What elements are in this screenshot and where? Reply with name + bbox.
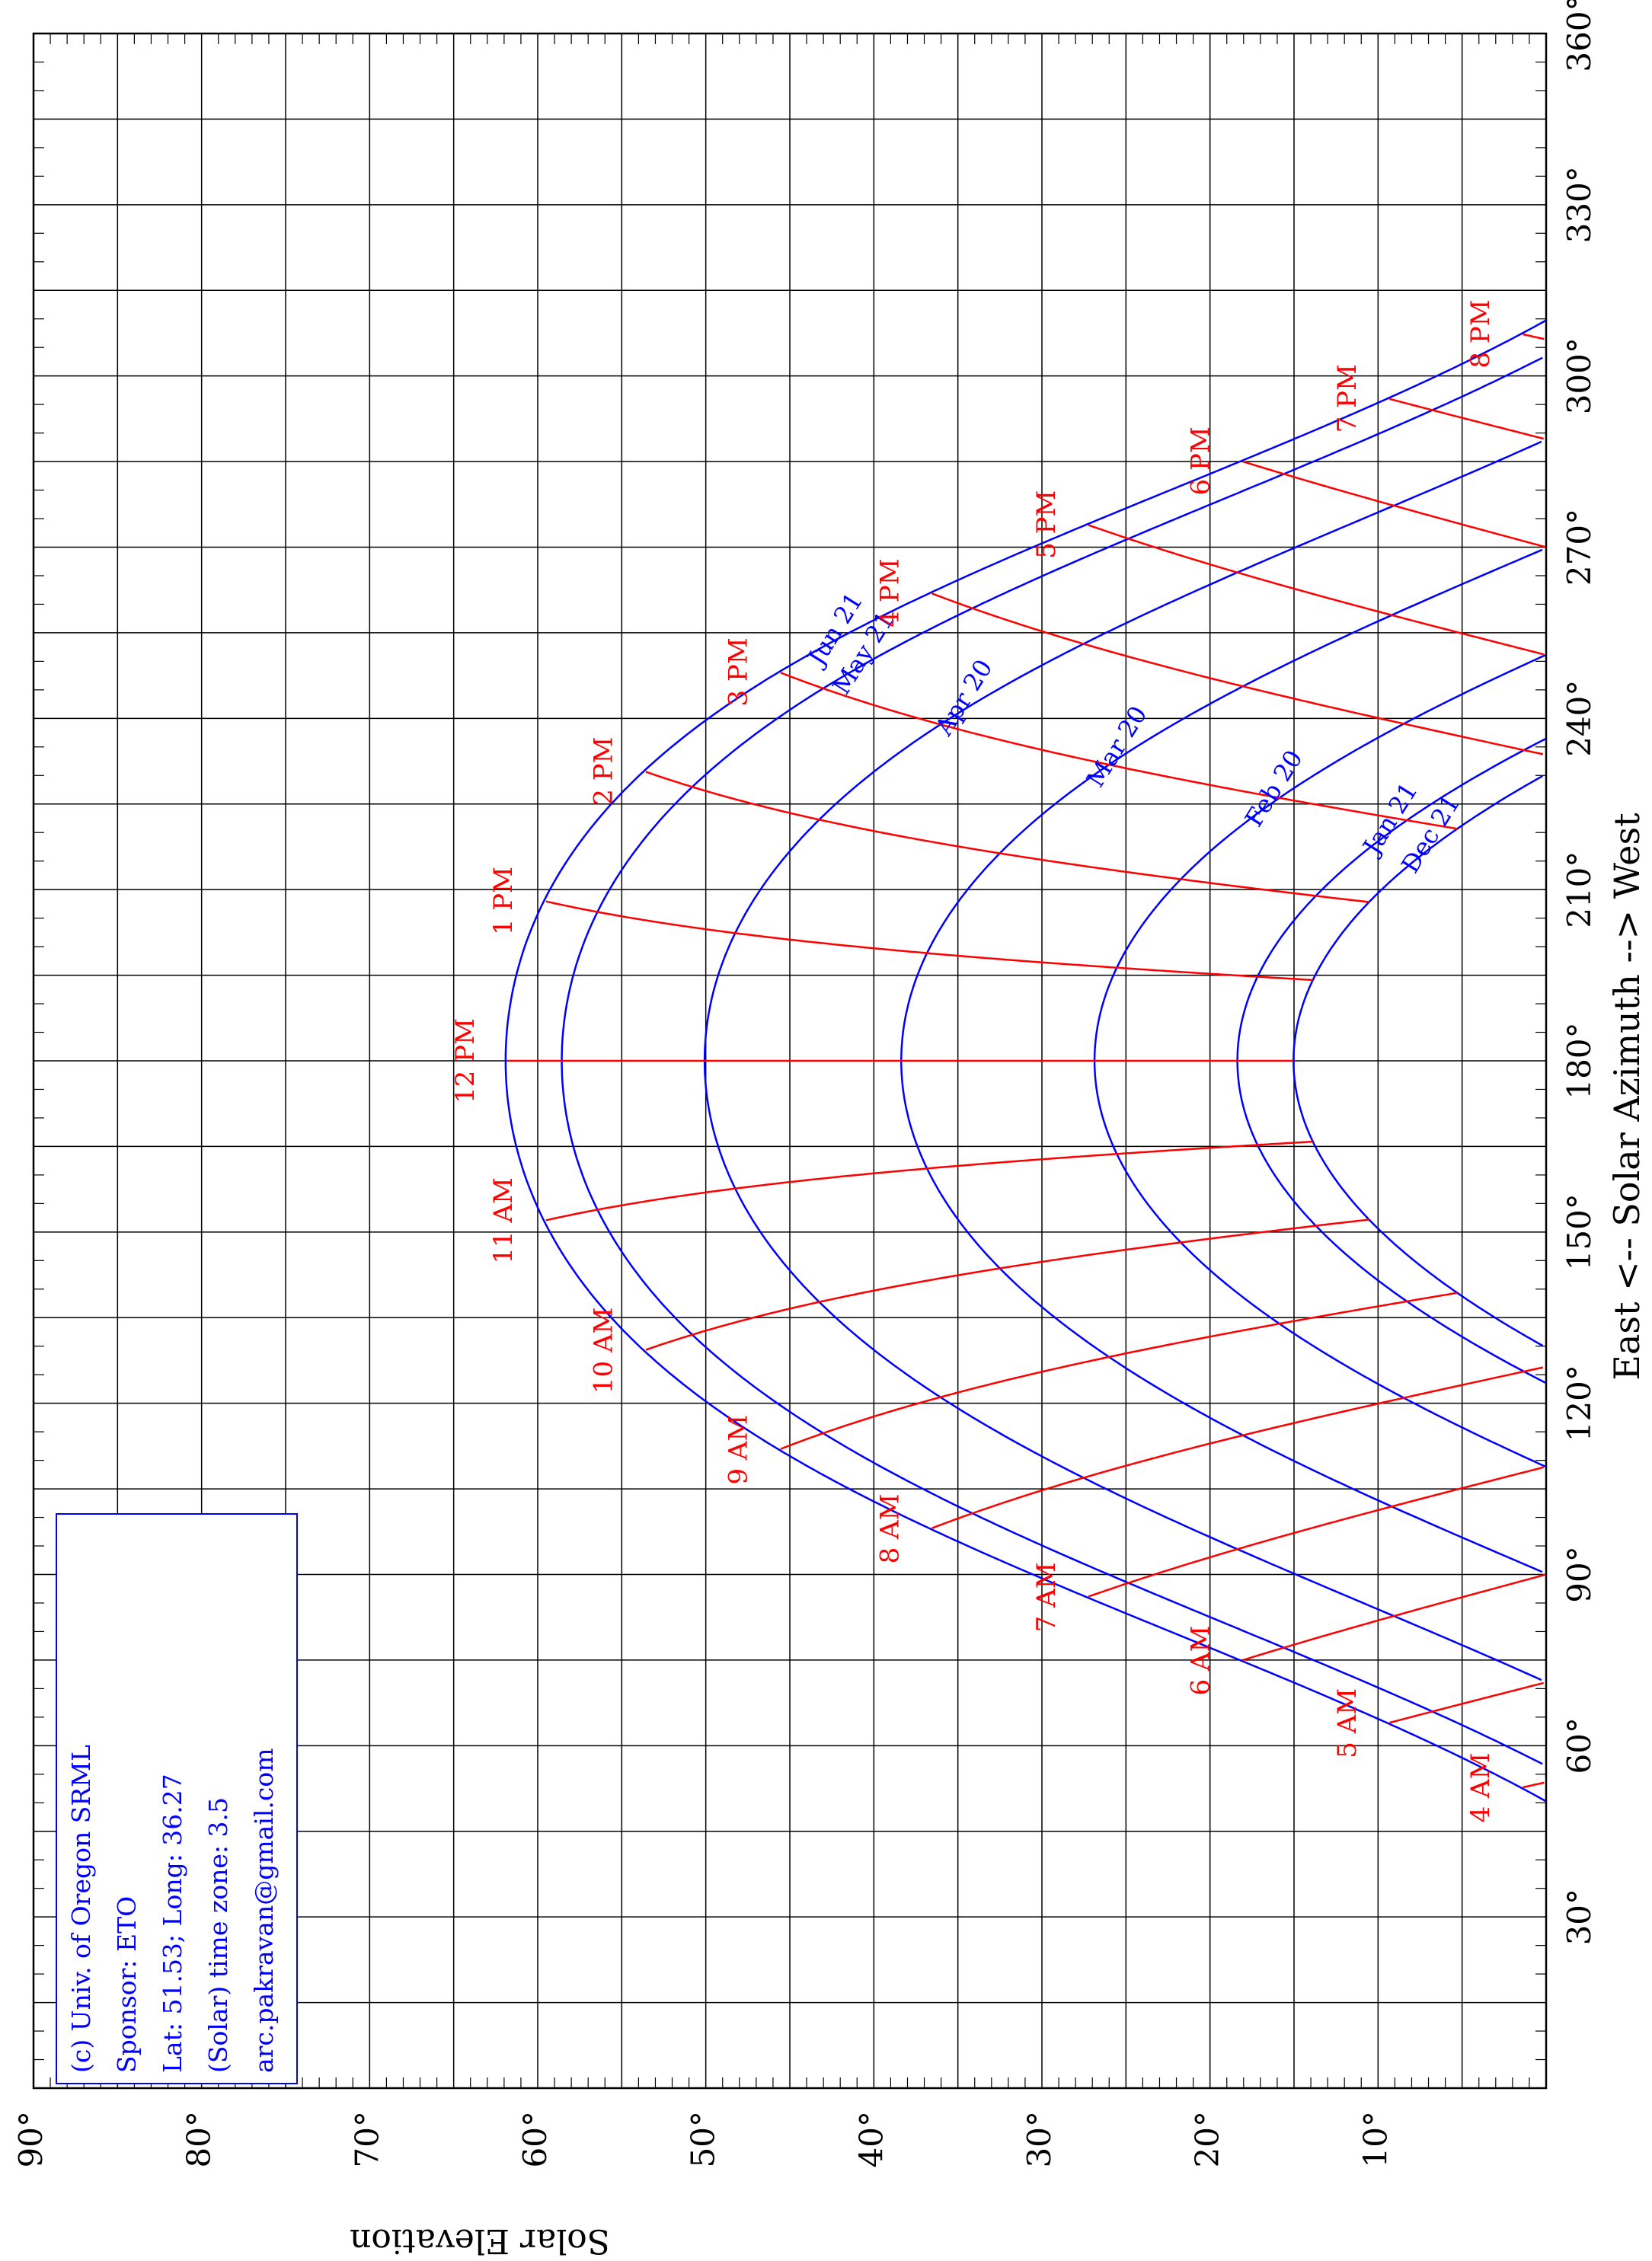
hour-line [1242,460,1546,548]
y-tick-label: 30° [1021,2111,1058,2167]
hour-label: 6 PM [1186,426,1216,495]
hour-line [1088,524,1545,656]
info-line: (c) Univ. of Oregon SRML [66,1745,96,2073]
y-tick-labels: 10° 20° 30° 40° 50° 60° 70° 80° 90° [12,2111,1394,2167]
info-line: Lat: 51.53; Long: 36.27 [158,1774,187,2073]
hour-label: 7 AM [1031,1562,1062,1632]
hour-label: 5 AM [1332,1688,1363,1758]
y-tick-label: 60° [516,2111,554,2167]
y-tick-label: 90° [12,2111,50,2167]
hour-label: 8 PM [1465,299,1496,368]
y-tick-label: 70° [348,2111,385,2167]
hour-line [1088,1466,1545,1598]
date-curve [504,319,1546,1803]
hour-line [1523,1781,1545,1789]
hour-line [780,672,1458,830]
x-tick-label: 300° [1561,337,1598,414]
x-axis-label: East <-- Solar Azimuth --> West [1606,813,1647,1381]
hour-line [545,900,1313,982]
x-tick-label: 150° [1561,1193,1598,1270]
hour-label: 1 PM [488,867,519,935]
date-curve-label: Apr 20 [929,654,999,741]
hour-label: 9 AM [724,1415,754,1485]
hour-line [931,1366,1544,1529]
hour-line [1388,1681,1545,1724]
hour-label: 8 AM [874,1494,905,1564]
date-curve-label: Mar 20 [1081,701,1153,792]
x-tick-label: 60° [1561,1717,1598,1774]
x-tick-label: 240° [1561,680,1598,757]
hour-label: 5 PM [1031,490,1062,559]
info-box: (c) Univ. of Oregon SRML Sponsor: ETO La… [56,1513,298,2084]
x-tick-label: 120° [1561,1365,1598,1442]
x-tick-label: 360° [1561,0,1598,72]
x-tick-label: 90° [1561,1546,1598,1602]
plot-frame [32,32,1548,2090]
hour-label: 11 AM [488,1177,519,1263]
y-tick-label: 10° [1356,2111,1394,2167]
info-line: arc.pakravan@gmail.com [249,1748,279,2073]
hour-line [1388,398,1545,440]
hour-label: 6 AM [1186,1626,1216,1696]
hour-line [545,1140,1313,1222]
hour-line [931,592,1544,755]
hour-line [1242,1573,1546,1662]
hour-label: 4 PM [874,558,905,627]
x-tick-label: 210° [1561,851,1598,928]
x-tick-label: 270° [1561,509,1598,586]
date-curve-label: Feb 20 [1239,745,1308,832]
hour-line [645,771,1369,903]
x-tick-label: 180° [1561,1022,1598,1099]
hour-label: 7 PM [1332,364,1363,433]
info-line: (Solar) time zone: 3.5 [203,1797,233,2073]
hour-label: 12 PM [450,1018,481,1103]
hour-label: 10 AM [588,1308,618,1394]
hour-lines [507,333,1546,1789]
y-tick-label: 80° [181,2111,218,2167]
y-tick-label: 40° [852,2111,890,2167]
x-tick-label: 330° [1561,166,1598,243]
x-tick-label: 30° [1561,1889,1598,1945]
info-line: Sponsor: ETO [112,1896,142,2073]
hour-line [1523,333,1545,340]
hour-line [645,1218,1369,1351]
x-tick-labels: 30° 60° 90° 120° 150° 180° 210° 240° 270° 300° 330… [1561,0,1598,1945]
hour-label: 4 AM [1465,1753,1496,1823]
y-tick-label: 50° [685,2111,722,2167]
y-tick-label: 20° [1189,2111,1226,2167]
hour-line [780,1292,1458,1450]
y-axis-label: Solar Elevation [350,2221,610,2260]
hour-label: 2 PM [588,737,618,806]
hour-label: 3 PM [724,637,754,706]
plot-border [32,32,1548,2090]
